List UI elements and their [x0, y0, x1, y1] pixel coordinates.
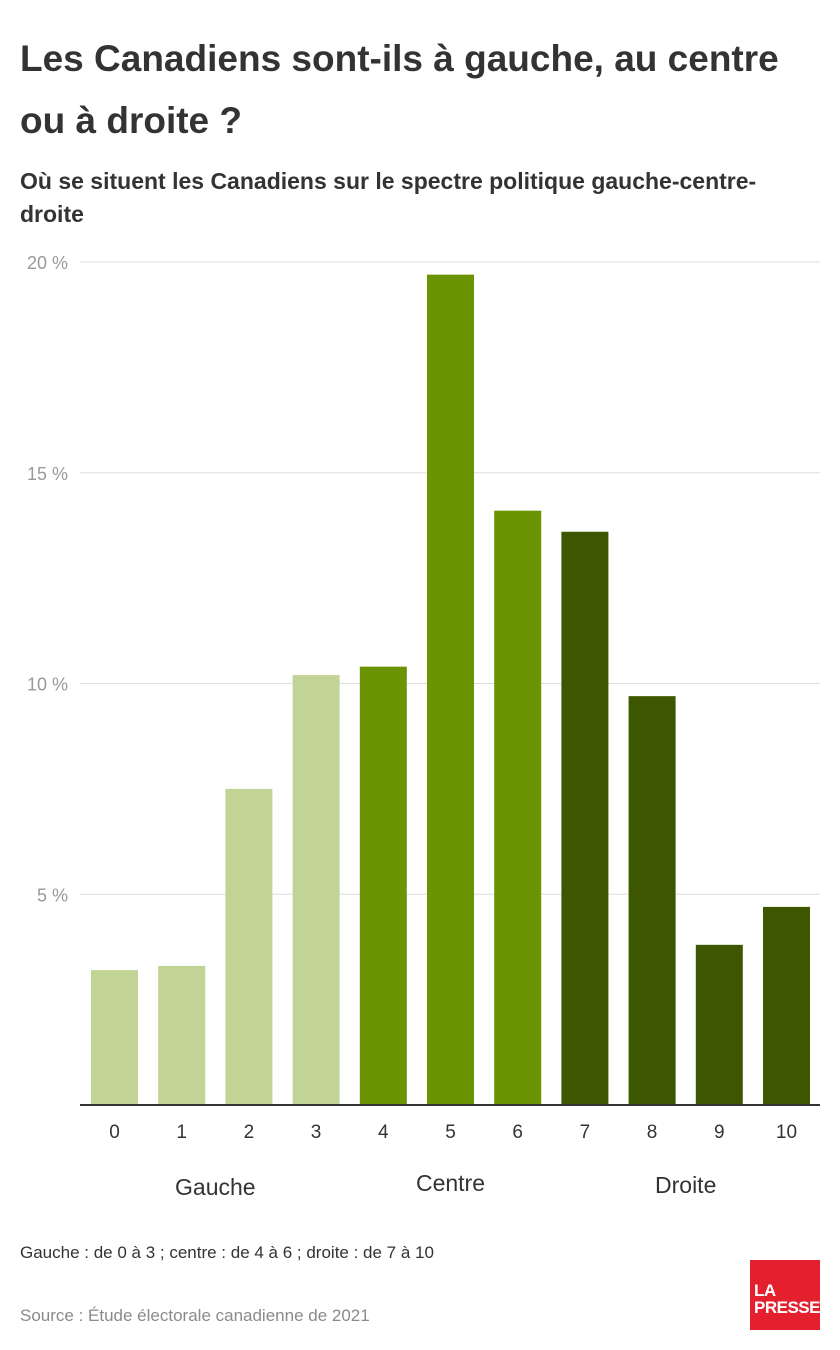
la-presse-logo: LA PRESSE [750, 1260, 820, 1330]
chart-title: Les Canadiens sont-ils à gauche, au cent… [20, 38, 779, 141]
x-tick-label: 4 [378, 1122, 389, 1143]
bar [292, 675, 340, 1105]
x-tick-label: 0 [109, 1122, 120, 1143]
x-tick-label: 8 [647, 1122, 658, 1143]
bar [427, 274, 474, 1105]
bar [628, 696, 676, 1105]
logo-line-1: LA [754, 1281, 776, 1300]
y-tick-label: 10 % [27, 675, 68, 695]
bar [763, 906, 810, 1105]
x-tick-label: 3 [311, 1122, 322, 1143]
group-label: Droite [655, 1172, 716, 1198]
bar [695, 944, 743, 1105]
x-tick-label: 5 [445, 1122, 456, 1143]
y-tick-label: 15 % [27, 464, 68, 484]
x-tick-label: 7 [580, 1122, 591, 1143]
y-tick-label: 20 % [27, 253, 68, 273]
x-tick-label: 9 [714, 1122, 725, 1143]
bar [225, 788, 273, 1105]
chart-subtitle: Où se situent les Canadiens sur le spect… [20, 168, 757, 227]
bar-chart: 5 % 10 % 15 % 20 % 0 1 2 3 4 5 6 7 8 9 10 Gauche Centre D… [27, 253, 820, 1200]
bar [494, 510, 542, 1105]
bar [158, 965, 206, 1105]
x-tick-label: 10 [776, 1122, 797, 1143]
x-tick-label: 2 [244, 1122, 255, 1143]
group-label: Centre [416, 1170, 485, 1196]
group-label: Gauche [175, 1174, 256, 1200]
group-definition-note: Gauche : de 0 à 3 ; centre : de 4 à 6 ; … [20, 1243, 434, 1262]
bar [359, 666, 407, 1105]
y-tick-label: 5 % [37, 885, 68, 905]
x-tick-label: 1 [176, 1122, 187, 1143]
logo-line-2: PRESSE [754, 1298, 820, 1317]
bar [91, 970, 138, 1105]
bar [561, 531, 609, 1105]
x-tick-label: 6 [512, 1122, 523, 1143]
source-note: Source : Étude électorale canadienne de … [20, 1306, 370, 1325]
